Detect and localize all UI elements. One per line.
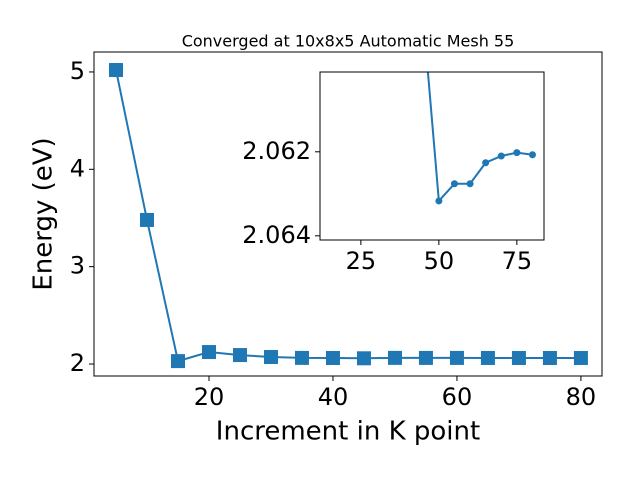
x-tick-label: 75 <box>502 247 533 275</box>
marker <box>435 197 443 205</box>
marker <box>480 350 495 365</box>
marker <box>140 212 155 227</box>
marker <box>263 350 278 365</box>
x-tick-label: 50 <box>424 247 455 275</box>
marker <box>449 350 464 365</box>
y-tick-label: 2.064 <box>242 221 311 249</box>
marker <box>232 348 247 363</box>
y-tick-label: 5 <box>70 57 85 85</box>
x-axis-label: Increment in K point <box>216 417 480 447</box>
marker <box>497 152 505 160</box>
marker <box>294 350 309 365</box>
marker <box>573 350 588 365</box>
x-tick-label: 60 <box>442 383 473 411</box>
axes-frame <box>93 51 603 377</box>
chart-title: Converged at 10x8x5 Automatic Mesh 55 <box>182 32 515 51</box>
marker <box>418 350 433 365</box>
marker <box>513 149 521 157</box>
marker <box>511 350 526 365</box>
y-tick-label: 2 <box>70 349 85 377</box>
marker <box>466 180 474 188</box>
y-axis-label: Energy (eV) <box>29 137 59 290</box>
marker <box>109 63 124 78</box>
series-group <box>420 14 536 205</box>
y-tick-label: 4 <box>70 154 85 182</box>
marker <box>201 345 216 360</box>
marker <box>420 14 427 21</box>
marker <box>325 350 340 365</box>
marker <box>528 151 536 159</box>
marker <box>356 351 371 366</box>
marker <box>170 354 185 369</box>
x-tick-label: 80 <box>566 383 597 411</box>
axes-frame <box>319 71 545 241</box>
line <box>115 69 581 363</box>
marker <box>387 350 402 365</box>
y-tick-label: 2.062 <box>242 137 311 165</box>
x-tick-label: 25 <box>346 247 377 275</box>
plot-area <box>320 72 544 240</box>
x-tick-label: 40 <box>318 383 349 411</box>
x-tick-label: 20 <box>194 383 225 411</box>
series-group <box>109 63 588 369</box>
y-tick-label: 3 <box>70 252 85 280</box>
marker <box>542 350 557 365</box>
marker <box>482 159 490 167</box>
marker <box>450 180 458 188</box>
